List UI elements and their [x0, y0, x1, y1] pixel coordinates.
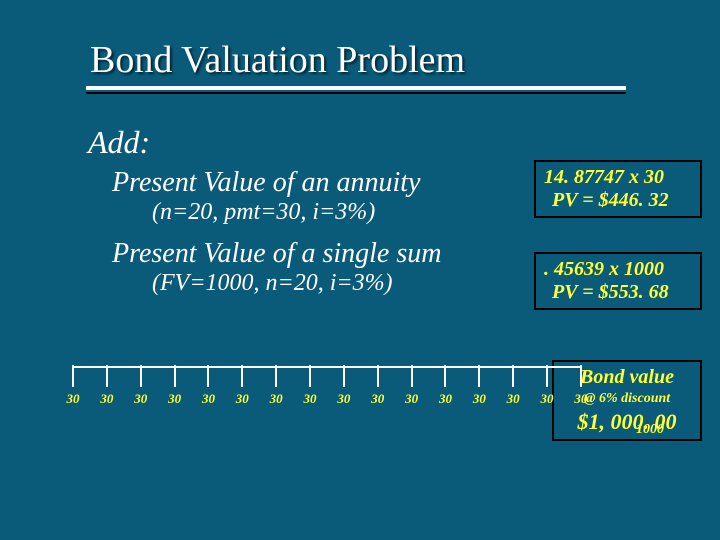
timeline-tick	[207, 365, 209, 387]
annuity-result-box: 14. 87747 x 30 PV = $446. 32	[534, 160, 702, 218]
timeline-ticks	[72, 365, 582, 387]
timeline-tick	[106, 365, 108, 387]
timeline-tick-label: 30	[196, 391, 220, 407]
timeline-tick	[174, 365, 176, 387]
timeline-tick-label: 30	[61, 391, 85, 407]
timeline-tick	[444, 365, 446, 387]
timeline-tick-label: 30	[535, 391, 559, 407]
add-label: Add:	[88, 124, 670, 161]
annuity-pv: PV = $446. 32	[552, 189, 692, 212]
timeline-tick	[140, 365, 142, 387]
slide: Bond Valuation Problem Add: Present Valu…	[0, 0, 720, 540]
single-result-box: . 45639 x 1000 PV = $553. 68	[534, 252, 702, 310]
timeline-tick-label: 30	[332, 391, 356, 407]
timeline-tick-label: 30	[400, 391, 424, 407]
timeline-tick	[580, 365, 582, 387]
timeline-tick	[512, 365, 514, 387]
timeline-tick-label: 30	[264, 391, 288, 407]
bond-value-amount: $1, 000. 00	[562, 409, 692, 435]
timeline: 30303030303030303030303030303030 1000	[72, 366, 582, 368]
timeline-tick-label: 30	[501, 391, 525, 407]
timeline-labels: 30303030303030303030303030303030	[72, 391, 582, 407]
timeline-tick-label: 30	[433, 391, 457, 407]
single-pv: PV = $553. 68	[552, 281, 692, 304]
timeline-tick	[343, 365, 345, 387]
timeline-tick	[411, 365, 413, 387]
timeline-tick	[478, 365, 480, 387]
timeline-tick	[72, 365, 74, 387]
timeline-axis: 30303030303030303030303030303030 1000	[72, 366, 582, 368]
timeline-tick-label: 30	[129, 391, 153, 407]
content: Add: Present Value of an annuity (n=20, …	[90, 124, 670, 297]
timeline-tick-label: 30	[467, 391, 491, 407]
annuity-factor: 14. 87747 x 30	[544, 166, 692, 189]
timeline-tick-label: 30	[230, 391, 254, 407]
timeline-tick	[275, 365, 277, 387]
timeline-tick	[241, 365, 243, 387]
timeline-tick-label: 30	[95, 391, 119, 407]
title-rule	[86, 86, 670, 94]
timeline-tick-label: 30	[163, 391, 187, 407]
timeline-tick	[309, 365, 311, 387]
timeline-tick-label: 30	[569, 391, 593, 407]
single-factor: . 45639 x 1000	[544, 258, 692, 281]
timeline-tick	[377, 365, 379, 387]
timeline-tick-label: 30	[298, 391, 322, 407]
timeline-final-value: 1000	[636, 422, 664, 438]
timeline-tick-label: 30	[366, 391, 390, 407]
slide-title: Bond Valuation Problem	[90, 38, 670, 82]
timeline-tick	[546, 365, 548, 387]
